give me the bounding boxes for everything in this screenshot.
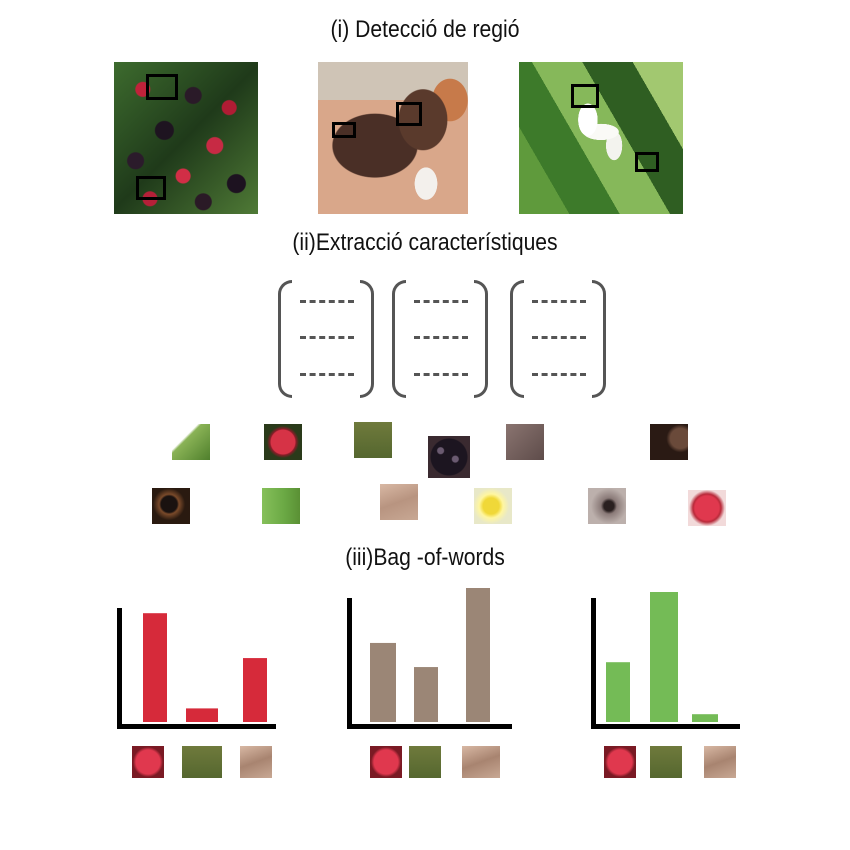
x-axis bbox=[117, 724, 276, 729]
y-axis bbox=[347, 598, 352, 729]
region-box bbox=[136, 176, 166, 200]
leaf-patch bbox=[172, 424, 210, 460]
leaf-patch bbox=[409, 746, 441, 778]
histogram bbox=[591, 592, 740, 729]
region-box bbox=[571, 84, 599, 108]
histogram-bar-berry bbox=[370, 642, 396, 722]
y-axis bbox=[591, 598, 596, 729]
dog-photo bbox=[318, 62, 468, 214]
histogram-bar-berry bbox=[606, 662, 630, 722]
eye-patch bbox=[152, 488, 190, 524]
step1-title: (i) Detecció de regió bbox=[330, 16, 520, 43]
histogram-bar-fur bbox=[466, 588, 490, 722]
leaf-patch bbox=[650, 746, 682, 778]
flower-patch bbox=[474, 488, 512, 524]
x-axis bbox=[347, 724, 512, 729]
step3-title: (iii)Bag -of-words bbox=[345, 544, 505, 571]
histogram-bar-leaf bbox=[650, 592, 678, 722]
x-axis bbox=[591, 724, 740, 729]
berry-patch bbox=[604, 746, 636, 778]
leaf-patch bbox=[354, 422, 392, 458]
histogram bbox=[347, 588, 512, 729]
feature-vector bbox=[392, 280, 488, 402]
fur-patch bbox=[462, 746, 500, 778]
eye-patch bbox=[588, 488, 626, 524]
step2-title: (ii)Extracció característiques bbox=[292, 229, 558, 256]
histogram-bar-fur bbox=[692, 714, 718, 722]
berry-patch bbox=[688, 490, 726, 526]
region-box bbox=[396, 102, 422, 126]
leaf-patch bbox=[182, 746, 222, 778]
histogram-bar-fur bbox=[243, 658, 267, 722]
flower-photo bbox=[519, 62, 683, 214]
blackberry-patch bbox=[428, 436, 470, 478]
histogram-bar-leaf bbox=[414, 667, 438, 722]
fur-patch bbox=[380, 484, 418, 520]
y-axis bbox=[117, 608, 122, 729]
berry-patch bbox=[370, 746, 402, 778]
feature-vector bbox=[278, 280, 374, 402]
histogram-bar-leaf bbox=[186, 708, 218, 722]
feature-vector bbox=[510, 280, 606, 402]
histogram-bar-berry bbox=[143, 613, 167, 722]
fur-patch bbox=[506, 424, 544, 460]
fur-patch bbox=[240, 746, 272, 778]
region-box bbox=[146, 74, 178, 100]
fur-patch bbox=[650, 424, 688, 460]
berry-patch bbox=[132, 746, 164, 778]
leaf-patch bbox=[262, 488, 300, 524]
region-box bbox=[635, 152, 659, 172]
region-box bbox=[332, 122, 356, 138]
fur-patch bbox=[704, 746, 736, 778]
berry-patch bbox=[264, 424, 302, 460]
histogram bbox=[117, 608, 276, 729]
blackberry-photo bbox=[114, 62, 258, 214]
